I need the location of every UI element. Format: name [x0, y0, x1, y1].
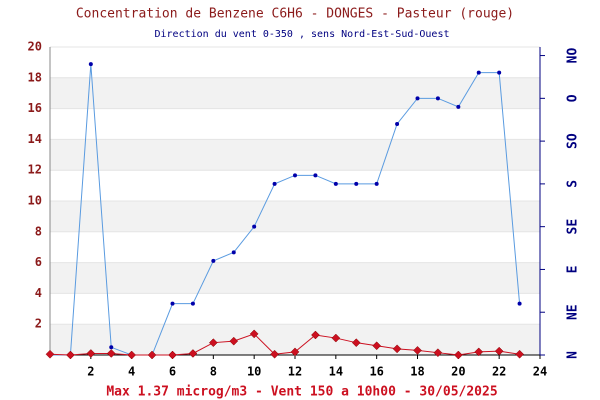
- point-marker: [392, 344, 402, 354]
- x-tick-label: 24: [533, 365, 547, 379]
- y2-tick-label: E: [566, 266, 581, 274]
- point-marker: [106, 349, 116, 358]
- x-tick-label: 22: [492, 365, 506, 379]
- y-tick-label: 8: [35, 224, 42, 238]
- point-marker: [188, 349, 198, 358]
- point-marker: [415, 96, 420, 101]
- y-tick-label: 6: [35, 255, 42, 269]
- point-marker: [290, 347, 300, 357]
- point-marker: [313, 173, 318, 178]
- chart-footer: Max 1.37 microg/m3 - Vent 150 a 10h00 - …: [106, 385, 497, 400]
- point-marker: [272, 181, 277, 186]
- point-marker: [147, 350, 157, 360]
- point-marker: [456, 104, 461, 109]
- point-marker: [168, 350, 177, 360]
- point-marker: [211, 258, 216, 263]
- x-tick-label: 14: [329, 365, 343, 379]
- point-marker: [515, 349, 524, 359]
- x-tick-label: 8: [210, 365, 217, 379]
- point-marker: [127, 350, 137, 360]
- y-tick-label: 20: [28, 40, 42, 54]
- point-marker: [333, 181, 338, 186]
- y-tick-label: 12: [28, 163, 42, 177]
- y2-tick-label: N: [566, 351, 581, 359]
- point-marker: [476, 70, 481, 75]
- point-marker: [374, 181, 379, 186]
- y2-tick-label: SE: [566, 219, 581, 235]
- point-marker: [208, 338, 218, 348]
- point-marker: [109, 345, 114, 350]
- chart-title: Concentration de Benzene C6H6 - DONGES -…: [76, 7, 514, 22]
- y-tick-label: 4: [35, 286, 42, 300]
- chart-subtitle: Direction du vent 0-350 , sens Nord-Est-…: [154, 29, 449, 40]
- y-tick-label: 2: [35, 317, 42, 331]
- series-line: [50, 64, 521, 356]
- point-marker: [497, 70, 502, 75]
- point-marker: [517, 301, 522, 306]
- y-tick-label: 10: [28, 194, 42, 208]
- point-marker: [435, 96, 440, 101]
- point-marker: [372, 341, 382, 351]
- x-tick-label: 18: [410, 365, 424, 379]
- point-marker: [293, 173, 297, 178]
- x-tick-label: 4: [128, 365, 135, 379]
- point-marker: [494, 346, 504, 356]
- point-marker: [170, 301, 175, 306]
- point-marker: [270, 349, 279, 359]
- x-tick-label: 10: [247, 365, 261, 379]
- point-marker: [229, 336, 239, 346]
- y2-tick-label: SO: [566, 133, 581, 149]
- grid-band: [50, 201, 540, 232]
- point-marker: [252, 224, 257, 229]
- grid-band: [50, 262, 540, 294]
- point-marker: [190, 301, 195, 306]
- x-tick-label: 2: [87, 365, 94, 379]
- point-marker: [433, 348, 443, 358]
- point-marker: [351, 338, 361, 348]
- point-marker: [453, 350, 463, 360]
- point-marker: [395, 122, 400, 126]
- point-marker: [413, 346, 422, 355]
- x-tick-label: 20: [451, 365, 465, 379]
- point-marker: [311, 330, 320, 340]
- point-marker: [45, 349, 55, 359]
- point-marker: [231, 250, 236, 255]
- y2-tick-label: NE: [566, 304, 581, 320]
- x-tick-label: 16: [369, 365, 383, 379]
- y2-tick-label: O: [566, 94, 581, 102]
- point-marker: [66, 350, 75, 360]
- y-tick-label: 16: [28, 101, 42, 115]
- point-marker: [88, 62, 93, 67]
- point-marker: [249, 329, 259, 339]
- x-tick-label: 12: [288, 365, 302, 379]
- y2-tick-label: S: [566, 180, 581, 188]
- grid-band: [50, 77, 540, 109]
- point-marker: [331, 333, 341, 343]
- x-tick-label: 6: [169, 365, 176, 379]
- point-marker: [474, 347, 484, 357]
- point-marker: [86, 349, 96, 358]
- y2-tick-label: NO: [566, 48, 581, 64]
- grid-band: [50, 139, 540, 171]
- point-marker: [354, 181, 359, 186]
- y-tick-label: 18: [28, 70, 42, 84]
- y-tick-label: 14: [28, 132, 42, 146]
